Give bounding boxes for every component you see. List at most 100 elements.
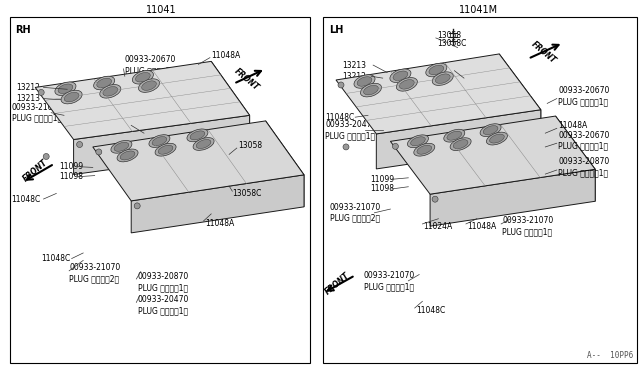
Text: 11024A: 11024A — [424, 222, 453, 231]
Ellipse shape — [103, 87, 118, 96]
Polygon shape — [430, 169, 595, 226]
Ellipse shape — [196, 140, 211, 148]
Ellipse shape — [97, 78, 111, 88]
Circle shape — [44, 154, 49, 160]
Text: 11048C: 11048C — [416, 306, 445, 315]
Text: 13213: 13213 — [16, 94, 40, 103]
Text: 13058C: 13058C — [437, 39, 467, 48]
Text: 00933-20470
PLUG プラグ（1）: 00933-20470 PLUG プラグ（1） — [138, 295, 189, 315]
Text: 11048A: 11048A — [205, 219, 234, 228]
Ellipse shape — [61, 90, 82, 104]
Ellipse shape — [138, 79, 159, 92]
Text: 00933-21070
PLUG プラグ（2）: 00933-21070 PLUG プラグ（2） — [69, 263, 120, 283]
Ellipse shape — [111, 140, 132, 153]
Bar — [10, 17, 310, 363]
Ellipse shape — [187, 129, 208, 142]
Polygon shape — [376, 110, 541, 169]
Ellipse shape — [417, 145, 431, 154]
Polygon shape — [93, 121, 304, 201]
Ellipse shape — [390, 69, 411, 83]
Ellipse shape — [93, 76, 115, 90]
Text: 11041: 11041 — [146, 6, 177, 15]
Circle shape — [392, 143, 398, 150]
Polygon shape — [336, 54, 541, 134]
Polygon shape — [74, 115, 250, 174]
Ellipse shape — [450, 138, 471, 151]
Polygon shape — [499, 54, 541, 145]
Ellipse shape — [58, 84, 73, 93]
Ellipse shape — [429, 65, 444, 75]
Bar — [323, 17, 637, 363]
Circle shape — [134, 203, 140, 209]
Text: 11099: 11099 — [370, 175, 394, 184]
Text: 11048C: 11048C — [325, 113, 355, 122]
Circle shape — [343, 144, 349, 150]
Ellipse shape — [360, 83, 381, 97]
Ellipse shape — [55, 82, 76, 96]
Text: 11099: 11099 — [60, 162, 84, 171]
Text: 00933-21070
PLUG プラグ（2）: 00933-21070 PLUG プラグ（2） — [330, 203, 381, 223]
Polygon shape — [35, 61, 250, 140]
Polygon shape — [211, 61, 250, 150]
Ellipse shape — [117, 149, 138, 162]
Text: 00933-21070
PLUG プラグ（1）: 00933-21070 PLUG プラグ（1） — [364, 271, 415, 291]
Ellipse shape — [414, 143, 435, 156]
Text: 11048A: 11048A — [558, 121, 588, 130]
Ellipse shape — [408, 135, 428, 148]
Ellipse shape — [453, 140, 468, 149]
Text: 13212: 13212 — [16, 83, 40, 92]
Ellipse shape — [132, 70, 154, 84]
Text: FRONT: FRONT — [22, 158, 50, 184]
Circle shape — [77, 141, 83, 148]
Text: FRONT: FRONT — [324, 270, 352, 296]
Text: FRONT: FRONT — [530, 39, 558, 65]
Text: 00933-20670
PLUG プラグ（2）: 00933-20670 PLUG プラグ（2） — [125, 55, 176, 75]
Ellipse shape — [120, 151, 135, 160]
Text: 00933-20470
PLUG プラグ（1）: 00933-20470 PLUG プラグ（1） — [325, 120, 376, 140]
Ellipse shape — [158, 145, 173, 154]
Ellipse shape — [155, 143, 176, 156]
Text: 11048C: 11048C — [42, 254, 71, 263]
Circle shape — [96, 149, 102, 155]
Text: 11041M: 11041M — [459, 6, 499, 15]
Circle shape — [38, 89, 44, 96]
Text: 11048A: 11048A — [131, 118, 161, 127]
Ellipse shape — [64, 92, 79, 102]
Text: RH: RH — [15, 25, 31, 35]
Text: 13058: 13058 — [437, 31, 461, 40]
Ellipse shape — [136, 73, 150, 82]
Ellipse shape — [393, 71, 408, 80]
Circle shape — [338, 82, 344, 88]
Ellipse shape — [141, 81, 156, 90]
Ellipse shape — [435, 74, 450, 83]
Ellipse shape — [426, 63, 447, 77]
Ellipse shape — [152, 137, 167, 145]
Text: 11048A: 11048A — [211, 51, 241, 60]
Text: 13058C: 13058C — [232, 189, 262, 198]
Polygon shape — [266, 121, 304, 207]
Ellipse shape — [357, 77, 372, 86]
Ellipse shape — [483, 126, 498, 135]
Text: A--  10PP6: A-- 10PP6 — [588, 351, 634, 360]
Text: LH: LH — [329, 25, 343, 35]
Ellipse shape — [486, 132, 508, 145]
Ellipse shape — [399, 80, 414, 89]
Polygon shape — [556, 116, 595, 201]
Ellipse shape — [354, 75, 375, 88]
Ellipse shape — [114, 142, 129, 151]
Text: 00933-20870
PLUG プラグ（1）: 00933-20870 PLUG プラグ（1） — [558, 157, 609, 177]
Text: 00933-20670
PLUG プラグ（1）: 00933-20670 PLUG プラグ（1） — [558, 86, 609, 106]
Text: 13212: 13212 — [342, 72, 366, 81]
Text: 11048C: 11048C — [12, 195, 41, 203]
Circle shape — [432, 196, 438, 202]
Ellipse shape — [444, 129, 465, 142]
Text: 11048A: 11048A — [454, 64, 484, 73]
Text: 13213: 13213 — [342, 61, 367, 70]
Ellipse shape — [447, 131, 461, 140]
Text: 00933-20670
PLUG プラグ（1）: 00933-20670 PLUG プラグ（1） — [558, 131, 609, 151]
Ellipse shape — [490, 134, 504, 143]
Ellipse shape — [411, 137, 426, 146]
Text: 11048A: 11048A — [467, 222, 497, 231]
Ellipse shape — [480, 124, 501, 137]
Ellipse shape — [100, 84, 121, 98]
